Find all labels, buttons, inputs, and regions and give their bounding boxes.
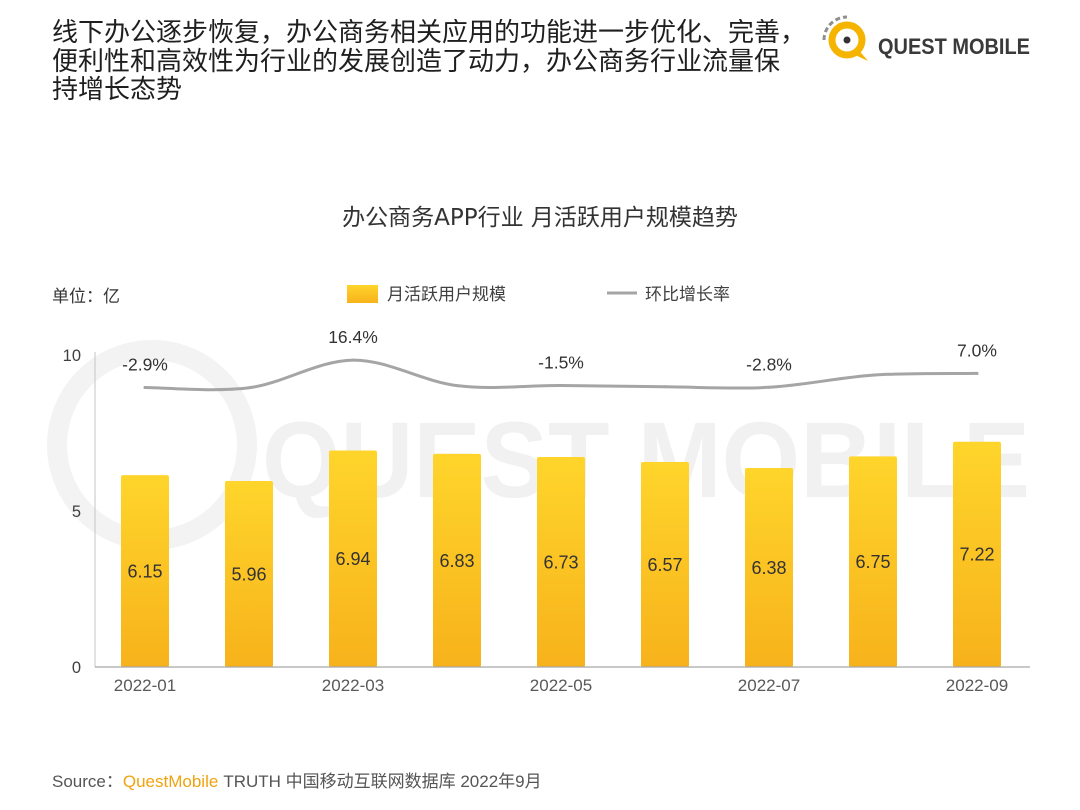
growth-rate-label-3: 16.4%	[328, 327, 378, 347]
growth-rate-label-9: 7.0%	[957, 341, 997, 361]
mau-bar-5	[537, 457, 585, 667]
mau-bar-7	[745, 467, 793, 667]
growth-rate-point-6	[663, 385, 667, 389]
mau-bar-1	[121, 475, 169, 667]
growth-rate-series	[143, 358, 979, 392]
legend-label-growth: 环比增长率	[645, 285, 730, 305]
mau-bar-2	[225, 481, 273, 667]
mau-bar-label-6: 6.57	[647, 555, 682, 575]
mau-bar-label-7: 6.38	[751, 558, 786, 578]
source-detail: TRUTH 中国移动互联网数据库 2022年9月	[223, 772, 542, 791]
mau-bar-label-5: 6.73	[543, 552, 578, 572]
mau-bar-label-1: 6.15	[127, 561, 162, 581]
legend-label-mau: 月活跃用户规模	[387, 285, 506, 305]
logo-ring-icon	[828, 21, 866, 59]
mau-bar-label-3: 6.94	[335, 549, 370, 569]
mau-bar-label-2: 5.96	[231, 564, 266, 584]
growth-rate-point-7	[767, 385, 771, 389]
legend-item-growth: 环比增长率	[607, 285, 730, 305]
mau-bar-label-9: 7.22	[959, 545, 994, 565]
unit-label: 单位：亿	[52, 287, 120, 307]
legend: 月活跃用户规模 环比增长率	[347, 285, 730, 305]
x-tick-label-1: 2022-01	[114, 676, 176, 695]
mau-bar-label-8: 6.75	[855, 552, 890, 572]
y-tick-label-0: 0	[72, 659, 81, 677]
x-tick-label-3: 2022-03	[322, 676, 384, 695]
logo-text: QUEST MOBILE	[878, 34, 1030, 59]
mau-bar-label-4: 6.83	[439, 551, 474, 571]
mau-bar-6	[641, 462, 689, 667]
y-axis-tick-labels: 0 5 10	[63, 347, 81, 677]
growth-rate-label-7: -2.8%	[746, 354, 792, 374]
x-axis-tick-labels: 2022-01 2022-03 2022-05 2022-07 2022-09	[114, 676, 1008, 695]
mau-bar-data-labels: 6.15 5.96 6.94 6.83 6.73 6.57 6.38 6.75 7.22	[127, 545, 994, 585]
mau-bar-4	[433, 453, 481, 667]
growth-rate-point-5	[559, 383, 563, 387]
growth-rate-point-4	[455, 384, 459, 388]
logo-bubble-tail-icon	[853, 48, 868, 61]
x-tick-label-9: 2022-09	[946, 676, 1008, 695]
headline-line-3: 持增长态势	[52, 75, 183, 105]
logo-signal-arcs-icon	[822, 15, 848, 41]
y-tick-label-5: 5	[72, 503, 81, 521]
headline-line-2: 便利性和高效性为行业的发展创造了动力，办公商务行业流量保	[52, 46, 781, 77]
page-header: 线下办公逐步恢复，办公商务相关应用的功能进一步优化、完善， 便利性和高效性为行业…	[52, 19, 822, 105]
source-brand: QuestMobile	[122, 772, 219, 791]
growth-rate-data-labels: -2.9% 16.4% -1.5% -2.8% 7.0%	[122, 327, 997, 374]
growth-rate-point-1	[143, 385, 147, 389]
mau-bar-9	[953, 441, 1001, 667]
growth-rate-point-2	[247, 386, 251, 390]
source-label: Source：	[52, 772, 123, 791]
growth-rate-point-3	[351, 358, 355, 362]
logo-dot-icon	[843, 36, 851, 44]
questmobile-logo: QUEST MOBILE	[822, 15, 1030, 61]
growth-rate-label-1: -2.9%	[122, 355, 168, 375]
mau-bar-8	[849, 456, 897, 667]
source-line: Source：QuestMobile TRUTH 中国移动互联网数据库 2022年…	[52, 770, 542, 794]
growth-rate-label-5: -1.5%	[538, 353, 584, 373]
headline-line-1: 线下办公逐步恢复，办公商务相关应用的功能进一步优化、完善，	[52, 19, 807, 48]
x-tick-label-7: 2022-07	[738, 676, 800, 695]
growth-rate-point-9	[975, 371, 979, 375]
mau-bar-3	[329, 450, 377, 667]
y-tick-label-10: 10	[63, 347, 81, 365]
x-tick-label-5: 2022-05	[530, 676, 592, 695]
legend-swatch-bar	[347, 285, 378, 303]
mau-bar-series	[121, 441, 1001, 667]
chart-title: 办公商务APP行业 月活跃用户规模趋势	[342, 205, 738, 231]
legend-item-mau: 月活跃用户规模	[347, 285, 506, 305]
growth-rate-point-8	[871, 373, 875, 377]
